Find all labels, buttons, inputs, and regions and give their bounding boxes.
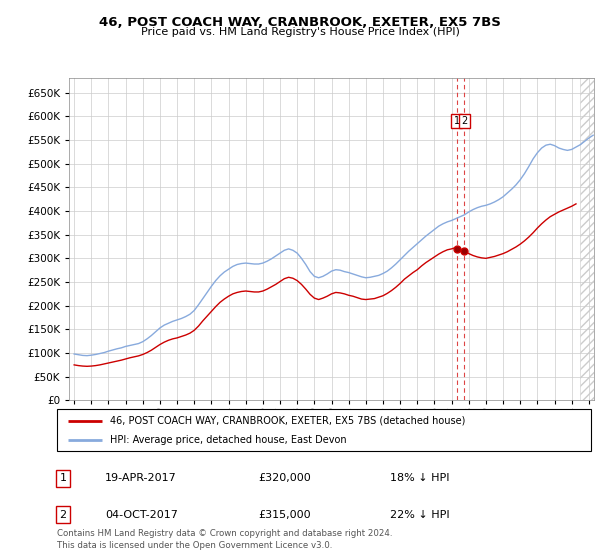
Text: 1: 1: [454, 116, 460, 126]
Text: 04-OCT-2017: 04-OCT-2017: [105, 510, 178, 520]
Text: 1: 1: [59, 473, 67, 483]
Text: 2: 2: [461, 116, 467, 126]
Text: 22% ↓ HPI: 22% ↓ HPI: [390, 510, 449, 520]
Text: Contains HM Land Registry data © Crown copyright and database right 2024.
This d: Contains HM Land Registry data © Crown c…: [57, 529, 392, 550]
Text: 2: 2: [59, 510, 67, 520]
Text: 19-APR-2017: 19-APR-2017: [105, 473, 177, 483]
Text: 18% ↓ HPI: 18% ↓ HPI: [390, 473, 449, 483]
Text: 46, POST COACH WAY, CRANBROOK, EXETER, EX5 7BS: 46, POST COACH WAY, CRANBROOK, EXETER, E…: [99, 16, 501, 29]
Text: £315,000: £315,000: [258, 510, 311, 520]
Text: Price paid vs. HM Land Registry's House Price Index (HPI): Price paid vs. HM Land Registry's House …: [140, 27, 460, 37]
Text: 46, POST COACH WAY, CRANBROOK, EXETER, EX5 7BS (detached house): 46, POST COACH WAY, CRANBROOK, EXETER, E…: [110, 416, 466, 426]
Text: £320,000: £320,000: [258, 473, 311, 483]
Text: HPI: Average price, detached house, East Devon: HPI: Average price, detached house, East…: [110, 435, 347, 445]
